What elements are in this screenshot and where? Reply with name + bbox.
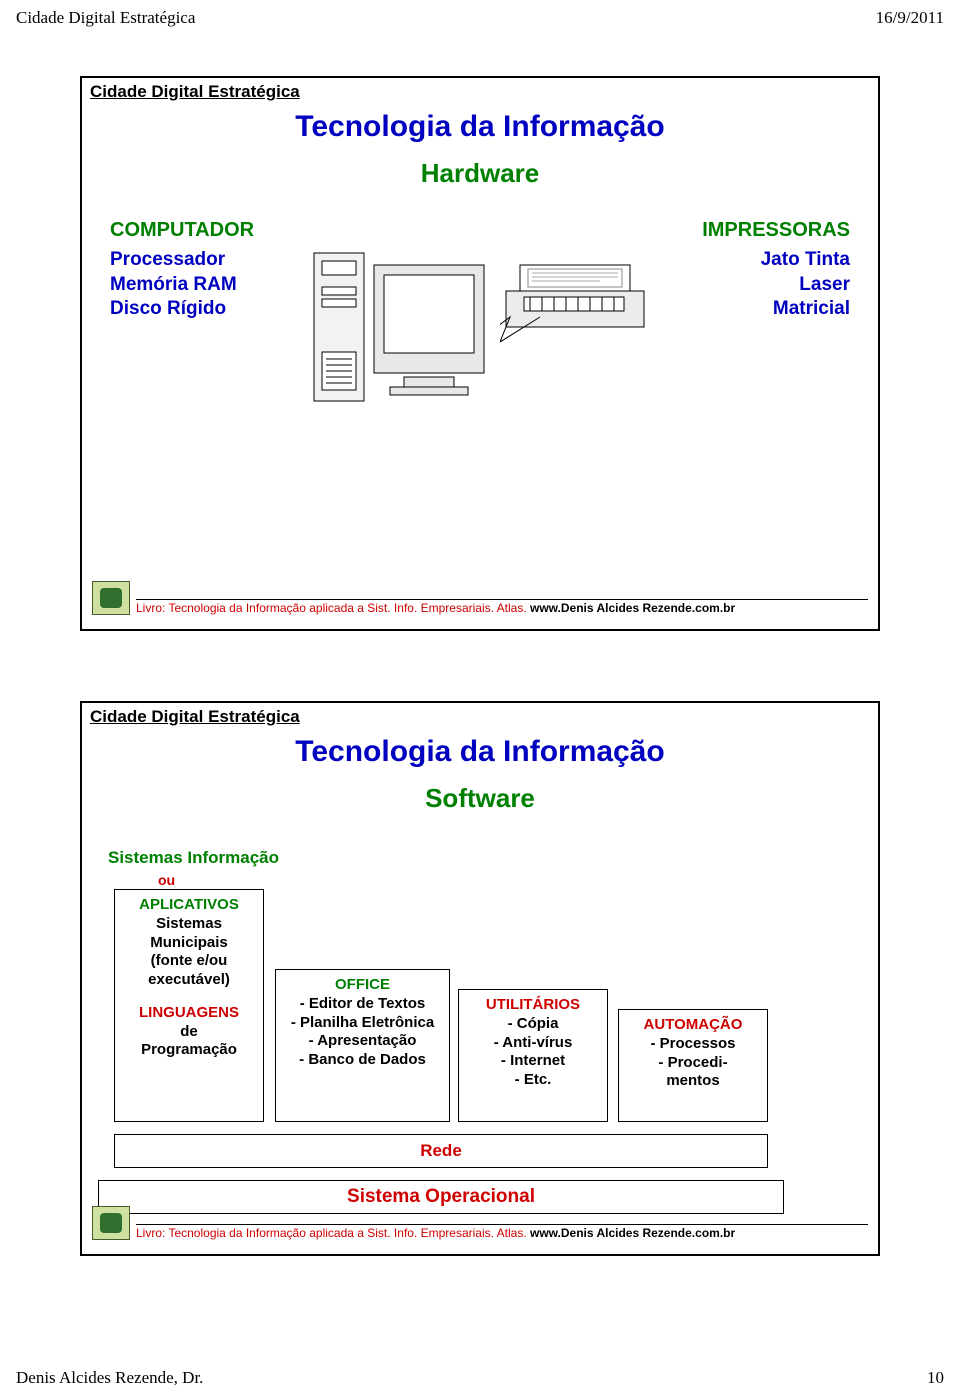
- printers-column: IMPRESSORAS Jato Tinta Laser Matricial: [680, 219, 850, 417]
- printer-item: Matricial: [680, 297, 850, 322]
- computer-heading: COMPUTADOR: [110, 219, 280, 242]
- utilitarios-line: - Anti-vírus: [494, 1034, 573, 1051]
- aplicativos-line: Sistemas: [156, 915, 222, 932]
- aplicativos-box: APLICATIVOS Sistemas Municipais (fonte e…: [114, 889, 264, 1122]
- linguagens-head: LINGUAGENS: [119, 1004, 259, 1023]
- footer-prefix: Livro: Tecnologia da Informação aplicada…: [136, 1226, 530, 1240]
- computer-item: Disco Rígido: [110, 297, 280, 322]
- computer-item: Processador: [110, 248, 280, 273]
- office-line: - Banco de Dados: [299, 1051, 426, 1068]
- slide2-header: Cidade Digital Estratégica: [90, 707, 870, 727]
- computer-column: COMPUTADOR Processador Memória RAM Disco…: [110, 219, 280, 417]
- slide-software: Cidade Digital Estratégica Tecnologia da…: [80, 701, 880, 1256]
- automacao-head: AUTOMAÇÃO: [623, 1016, 763, 1035]
- office-head: OFFICE: [280, 976, 445, 995]
- office-box: OFFICE - Editor de Textos - Planilha Ele…: [275, 969, 450, 1122]
- slide2-title: Tecnologia da Informação: [90, 735, 870, 769]
- slide2-subtitle: Software: [90, 783, 870, 814]
- page-footer-left: Denis Alcides Rezende, Dr.: [16, 1368, 203, 1388]
- office-line: - Editor de Textos: [300, 995, 426, 1012]
- page-footer-right: 10: [927, 1368, 944, 1388]
- page-footer: Denis Alcides Rezende, Dr. 10: [0, 1366, 960, 1396]
- aplicativos-line: executável): [148, 971, 230, 988]
- computer-item: Memória RAM: [110, 273, 280, 298]
- utilitarios-line: - Etc.: [515, 1071, 552, 1088]
- utilitarios-line: - Internet: [501, 1052, 565, 1069]
- linguagens-line: de: [180, 1023, 198, 1040]
- page-header-left: Cidade Digital Estratégica: [16, 8, 195, 28]
- automacao-line: mentos: [666, 1072, 719, 1089]
- printer-icon: [500, 247, 650, 357]
- automacao-box: AUTOMAÇÃO - Processos - Procedi- mentos: [618, 1009, 768, 1122]
- page-header-right: 16/9/2011: [876, 8, 944, 28]
- utilitarios-box: UTILITÁRIOS - Cópia - Anti-vírus - Inter…: [458, 989, 608, 1122]
- aplicativos-head: APLICATIVOS: [119, 896, 259, 915]
- logo-icon: [92, 581, 130, 615]
- automacao-line: - Processos: [650, 1035, 735, 1052]
- slide2-footer: Livro: Tecnologia da Informação aplicada…: [92, 1206, 868, 1240]
- automacao-line: - Procedi-: [658, 1054, 727, 1071]
- footer-site: www.Denis Alcides Rezende.com.br: [530, 1226, 735, 1240]
- slide1-footer-text: Livro: Tecnologia da Informação aplicada…: [136, 599, 868, 615]
- page-header: Cidade Digital Estratégica 16/9/2011: [0, 0, 960, 36]
- ou-label: ou: [158, 872, 175, 888]
- slide2-footer-text: Livro: Tecnologia da Informação aplicada…: [136, 1224, 868, 1240]
- slide-hardware: Cidade Digital Estratégica Tecnologia da…: [80, 76, 880, 631]
- footer-site: www.Denis Alcides Rezende.com.br: [530, 601, 735, 615]
- computer-icon: [310, 247, 490, 417]
- printers-heading: IMPRESSORAS: [680, 219, 850, 242]
- slide1-footer: Livro: Tecnologia da Informação aplicada…: [92, 581, 868, 615]
- utilitarios-line: - Cópia: [508, 1015, 559, 1032]
- office-line: - Apresentação: [309, 1032, 417, 1049]
- slide1-title: Tecnologia da Informação: [90, 110, 870, 144]
- utilitarios-head: UTILITÁRIOS: [463, 996, 603, 1015]
- office-line: - Planilha Eletrônica: [291, 1014, 434, 1031]
- sistemas-info-label: Sistemas Informação: [108, 848, 279, 868]
- rede-bar: Rede: [114, 1134, 768, 1168]
- logo-icon: [92, 1206, 130, 1240]
- linguagens-line: Programação: [141, 1041, 237, 1058]
- aplicativos-line: Municipais: [150, 934, 228, 951]
- printer-item: Laser: [680, 273, 850, 298]
- slide1-header: Cidade Digital Estratégica: [90, 82, 870, 102]
- slide1-subtitle: Hardware: [90, 158, 870, 189]
- printer-item: Jato Tinta: [680, 248, 850, 273]
- hardware-graphics: [280, 219, 680, 417]
- footer-prefix: Livro: Tecnologia da Informação aplicada…: [136, 601, 530, 615]
- aplicativos-line: (fonte e/ou: [151, 952, 228, 969]
